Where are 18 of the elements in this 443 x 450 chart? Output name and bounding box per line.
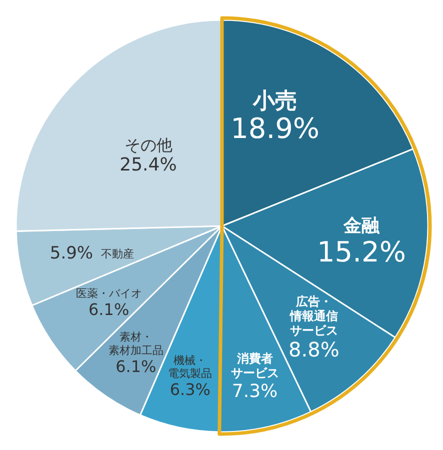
data-label: 18.9%	[230, 112, 320, 146]
data-label: 7.3%	[232, 380, 278, 402]
slice-label: その他	[124, 136, 172, 154]
data-label: 6.1%	[116, 356, 156, 376]
data-label: 5.9%	[50, 244, 94, 264]
slice-label: 素材・素材加工品	[108, 330, 164, 357]
data-label: 6.1%	[88, 300, 130, 319]
data-label: 15.2%	[316, 235, 406, 268]
slice-label: 広告・情報通信サービス	[290, 294, 338, 338]
data-label: 25.4%	[120, 154, 177, 176]
data-label: 6.3%	[170, 380, 210, 400]
slice-label: 消費者サービス	[230, 351, 279, 380]
slice-label: 機械・電気製品	[168, 354, 212, 380]
data-label: 8.8%	[288, 337, 340, 362]
slice-label: 医薬・バイオ	[76, 286, 142, 300]
slice-label: 小売	[253, 89, 298, 114]
slice-label: 金融	[343, 215, 380, 236]
slice-label: 不動産	[101, 248, 134, 261]
